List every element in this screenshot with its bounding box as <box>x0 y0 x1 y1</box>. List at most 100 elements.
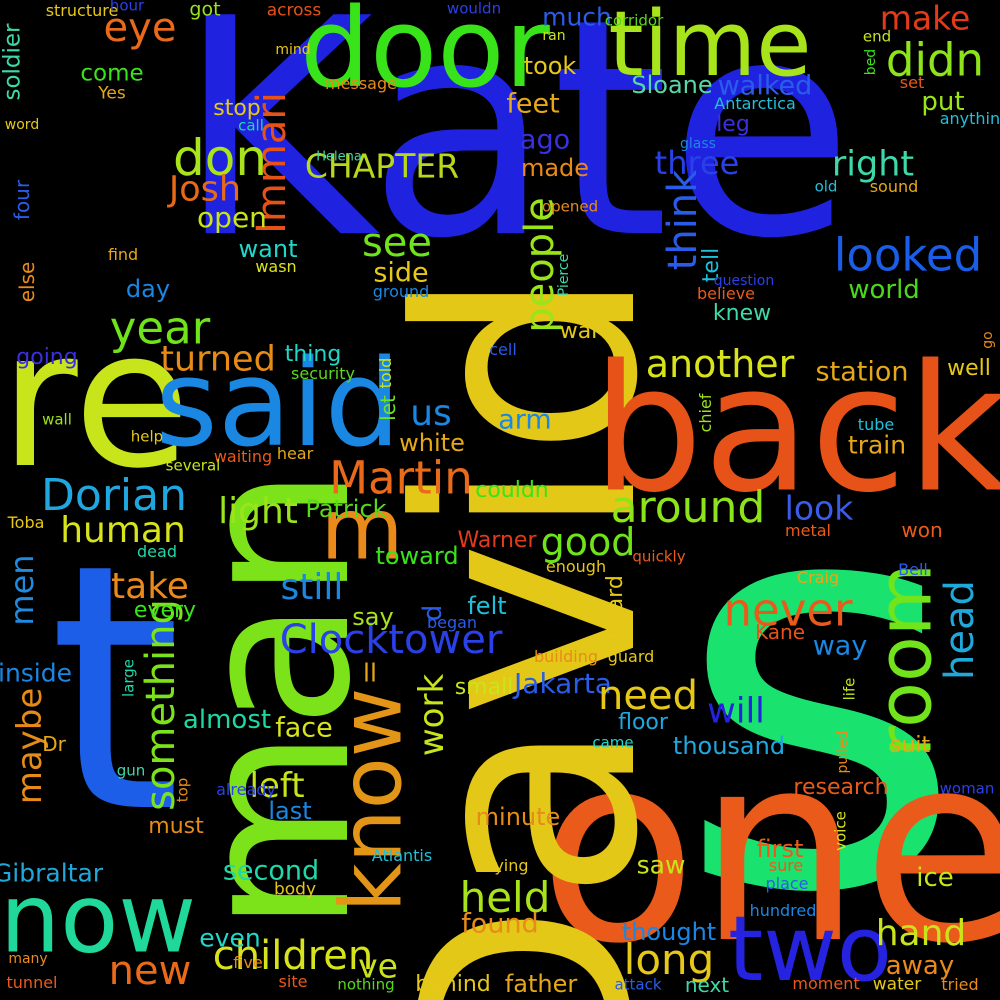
word-people: people <box>517 197 563 333</box>
word-stop: stop <box>213 96 261 121</box>
word-enough: enough <box>545 557 607 576</box>
word-going: going <box>16 345 78 370</box>
word-second: second <box>222 855 320 887</box>
word-next: next <box>684 973 730 997</box>
word-made: made <box>520 154 590 182</box>
word-top: top <box>173 777 192 803</box>
word-look: look <box>784 488 854 528</box>
word-helena: Helena <box>316 149 362 165</box>
word-head: head <box>937 580 983 680</box>
word-left: left <box>249 766 305 806</box>
word-sure: sure <box>768 856 804 875</box>
word-suit: suit <box>889 733 931 758</box>
word-find: find <box>107 245 139 264</box>
word-gibraltar: Gibraltar <box>0 858 104 888</box>
word-four: four <box>10 179 34 221</box>
word-kane: Kane <box>755 620 805 644</box>
word-waiting: waiting <box>213 447 273 466</box>
word-thousand: thousand <box>672 732 786 760</box>
word-side: side <box>373 257 429 289</box>
word-m: m <box>320 480 404 580</box>
word-bed: bed <box>863 48 879 76</box>
word-several: several <box>165 456 221 475</box>
word-tried: tried <box>941 975 979 994</box>
word-want: want <box>238 235 298 263</box>
word-building: building <box>533 647 599 666</box>
word-say: say <box>352 603 394 631</box>
word-children: children <box>212 933 374 979</box>
word-need: need <box>598 673 698 719</box>
word-help: help <box>130 427 164 446</box>
word-make: make <box>879 0 971 38</box>
word-see: see <box>361 220 433 266</box>
word-one: one <box>538 699 1000 1000</box>
word-war: war <box>559 319 601 344</box>
word-structure: structure <box>45 1 119 20</box>
word-place: place <box>765 874 809 893</box>
word-human: human <box>60 510 186 551</box>
word-long: long <box>623 935 715 984</box>
word-soldier: soldier <box>0 23 26 101</box>
word-set: set <box>899 73 925 92</box>
word-take: take <box>111 566 189 607</box>
word-t: t <box>48 492 182 888</box>
word-told: told <box>376 357 395 389</box>
word-men: men <box>3 554 41 626</box>
word-moment: moment <box>792 974 860 993</box>
word-metal: metal <box>785 521 831 540</box>
word-didn: didn <box>885 33 985 87</box>
word-knew: knew <box>712 301 772 326</box>
word-another: another <box>645 342 795 386</box>
word-room: room <box>860 562 949 758</box>
word-clocktower: Clocktower <box>279 617 503 663</box>
word-couldn: couldn <box>475 478 549 503</box>
word-face: face <box>275 712 333 744</box>
word-put: put <box>921 87 965 117</box>
word-martin: Martin <box>329 451 473 505</box>
word-work: work <box>412 673 452 757</box>
word-light: light <box>218 491 298 532</box>
word-last: last <box>268 797 312 825</box>
word-inside: inside <box>0 658 73 688</box>
word-body: body <box>273 879 317 900</box>
word-atlantis: Atlantis <box>371 846 433 865</box>
word-well: well <box>947 356 991 381</box>
word-hand: hand <box>875 913 967 954</box>
word-ran: ran <box>542 28 566 44</box>
word-tunnel: tunnel <box>6 973 58 992</box>
word-anything: anything <box>939 109 1000 128</box>
word-come: come <box>80 60 144 87</box>
word-looked: looked <box>833 228 983 282</box>
word-security: security <box>291 364 355 383</box>
word-chapter: CHAPTER <box>304 146 460 186</box>
word-never: never <box>723 583 853 637</box>
word-small: small <box>454 675 514 700</box>
word-good: good <box>540 520 636 564</box>
word-corridor: corridor <box>604 11 664 30</box>
word-dead: dead <box>137 542 177 561</box>
word-five: five <box>233 953 263 972</box>
word-jakarta: Jakarta <box>514 667 612 700</box>
word-sound: sound <box>869 177 919 196</box>
word-open: open <box>197 201 267 234</box>
word-across: across <box>266 0 322 21</box>
word-ll: ll <box>363 658 377 688</box>
word-first: first <box>756 835 804 863</box>
word-toba: Toba <box>7 513 45 532</box>
word-held: held <box>459 873 551 922</box>
word-feet: feet <box>506 88 560 120</box>
word-father: father <box>504 970 578 998</box>
word-white: white <box>399 429 465 457</box>
word-think: think <box>660 169 706 271</box>
word-don: don <box>172 129 268 187</box>
word-hundred: hundred <box>749 901 817 920</box>
word-won: won <box>901 518 943 542</box>
word-nothing: nothing <box>337 975 395 994</box>
word-old: old <box>814 177 838 196</box>
word-end: end <box>862 27 892 46</box>
word-believe: believe <box>696 284 756 303</box>
word-word: word <box>4 117 40 133</box>
word-antarctica: Antarctica <box>714 94 796 113</box>
word-door: door <box>300 0 550 112</box>
